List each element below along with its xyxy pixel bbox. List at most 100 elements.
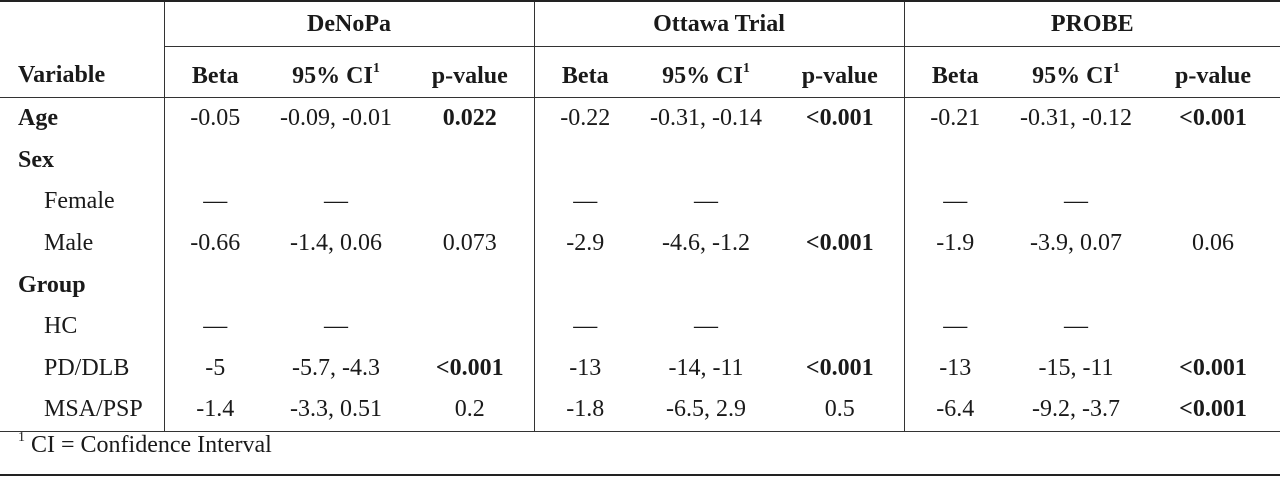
ci-footnote-marker: 1 [742, 60, 750, 76]
ci-cell [636, 264, 776, 306]
ci-cell: -1.4, 0.06 [290, 230, 382, 257]
ci-header-label: 95% CI [292, 62, 373, 89]
ci-cell: -3.9, 0.07 [1030, 230, 1122, 257]
footnote-text: CI = Confidence Interval [31, 432, 272, 458]
p-value-cell [406, 264, 534, 306]
p-value-cell [1146, 306, 1280, 348]
p-value-header: p-value [776, 46, 904, 98]
row-label: Age [18, 105, 58, 132]
table-row: Sex [0, 139, 1280, 182]
group-header-probe: PROBE [903, 2, 1280, 47]
column-header-row: Variable Beta 95% CI1 p-value Beta 95% CI1 p-… [0, 46, 1280, 98]
p-value-cell: 0.06 [1192, 230, 1234, 257]
table-row: Age -0.05 -0.09, -0.01 0.022 -0.22 -0.31, -0.… [0, 97, 1280, 140]
ci-cell [1006, 264, 1146, 306]
p-value-cell [776, 140, 904, 182]
table-row: PD/DLB -5 -5.7, -4.3 <0.001 -13 -14, -11 <0.00… [0, 347, 1280, 390]
ci-cell: -4.6, -1.2 [662, 230, 750, 257]
footnote: 1 CI = Confidence Interval [18, 430, 272, 459]
ci-cell: -9.2, -3.7 [1006, 389, 1146, 432]
ci-cell: -5.7, -4.3 [292, 354, 380, 381]
ci-cell: -6.5, 2.9 [636, 389, 776, 432]
row-label: MSA/PSP [0, 389, 164, 432]
table-row: Male -0.66 -1.4, 0.06 0.073 -2.9 -4.6, -1.2 <0… [0, 222, 1280, 265]
p-value-cell: 0.5 [776, 389, 904, 432]
beta-cell: — [163, 305, 266, 348]
beta-cell: -0.21 [903, 97, 1006, 140]
beta-header: Beta [163, 46, 266, 98]
p-value-cell [406, 140, 534, 182]
beta-cell: -2.9 [533, 222, 636, 265]
group-header-blank [0, 2, 164, 47]
beta-cell: — [533, 181, 636, 223]
beta-cell: -13 [903, 347, 1006, 390]
beta-cell: -1.8 [533, 389, 636, 432]
p-value-cell [1146, 140, 1280, 182]
ci-header: 95% CI1 [636, 46, 776, 98]
ci-cell [636, 140, 776, 182]
beta-cell: — [163, 181, 266, 223]
row-label: Male [44, 230, 94, 257]
p-value-cell [406, 306, 534, 348]
ci-header: 95% CI1 [266, 46, 406, 98]
beta-cell [533, 139, 636, 182]
p-value-cell [406, 181, 534, 223]
ci-cell: -3.3, 0.51 [266, 389, 406, 432]
p-value-cell: <0.001 [805, 230, 874, 257]
p-value-cell: 0.2 [406, 389, 534, 432]
beta-cell: -5 [163, 347, 266, 390]
beta-cell: -13 [533, 347, 636, 390]
p-value-cell: 0.073 [442, 230, 497, 257]
beta-cell [903, 264, 1006, 306]
p-value-cell: <0.001 [805, 354, 874, 381]
ci-cell: — [324, 313, 348, 340]
beta-header: Beta [533, 46, 636, 98]
p-value-cell: <0.001 [435, 354, 504, 381]
table-row: Female — — — — — — [0, 181, 1280, 223]
beta-cell [163, 139, 266, 182]
table-row: Group [0, 264, 1280, 306]
ci-cell [266, 264, 406, 306]
beta-cell: -1.4 [163, 389, 266, 432]
table-row: HC — — — — — — [0, 305, 1280, 348]
beta-cell [903, 139, 1006, 182]
group-header-ottawa: Ottawa Trial [533, 2, 904, 47]
ci-cell: -0.31, -0.14 [650, 105, 762, 132]
ci-cell: — [694, 313, 718, 340]
results-table: DeNoPa Ottawa Trial PROBE Variable Beta 9… [0, 0, 1280, 432]
bottom-rule [0, 474, 1280, 476]
ci-header: 95% CI1 [1006, 46, 1146, 98]
beta-cell: -1.9 [903, 222, 1006, 265]
p-value-cell: <0.001 [1146, 389, 1280, 432]
row-label: Female [44, 188, 115, 215]
beta-cell [533, 264, 636, 306]
row-label: PD/DLB [44, 354, 130, 381]
row-label: Group [18, 271, 86, 298]
ci-cell: -0.31, -0.12 [1020, 105, 1132, 132]
beta-cell: — [903, 305, 1006, 348]
beta-cell [163, 264, 266, 306]
beta-cell: -0.05 [163, 97, 266, 140]
p-value-cell [1146, 264, 1280, 306]
ci-footnote-marker: 1 [372, 60, 380, 76]
ci-header-label: 95% CI [662, 62, 743, 89]
p-value-cell: <0.001 [1179, 354, 1247, 381]
p-value-cell: <0.001 [1179, 105, 1247, 132]
ci-cell: — [1064, 313, 1088, 340]
beta-cell: -0.66 [163, 222, 266, 265]
ci-cell: — [324, 188, 348, 215]
ci-footnote-marker: 1 [1112, 60, 1120, 76]
ci-cell: -0.09, -0.01 [280, 105, 392, 132]
ci-cell [1006, 140, 1146, 182]
ci-cell [266, 140, 406, 182]
beta-cell: — [903, 181, 1006, 223]
p-value-header: p-value [1146, 46, 1280, 98]
group-header-denopa: DeNoPa [163, 2, 534, 47]
p-value-cell [776, 264, 904, 306]
beta-cell: -0.22 [533, 97, 636, 140]
p-value-header: p-value [406, 46, 534, 98]
p-value-cell: 0.022 [442, 105, 497, 132]
p-value-cell [776, 306, 904, 348]
ci-header-label: 95% CI [1032, 62, 1113, 89]
